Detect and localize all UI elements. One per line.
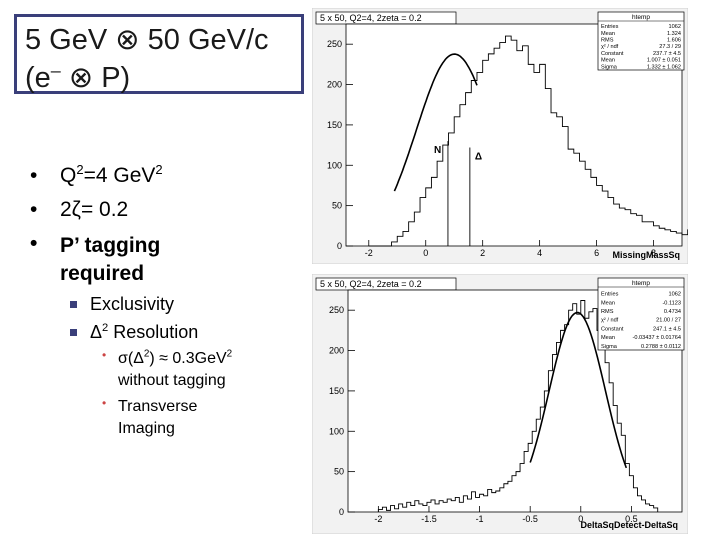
y-tick-label: 50 [334, 467, 344, 477]
stats-value: 27.3 / 29 [659, 44, 681, 50]
y-tick-label: 0 [337, 241, 342, 251]
y-ticks: 0 50 100 150 200 250 [329, 305, 355, 517]
y-tick-label: 100 [329, 426, 344, 436]
x-tick-label: 0.5 [625, 514, 638, 524]
subbullet-square [70, 329, 77, 336]
gauss-fit-curve [393, 53, 478, 192]
stats-title: htemp [632, 14, 650, 21]
bullet-q2: • Q2=4 GeV2 [30, 162, 290, 192]
x-tick-label: -0.5 [522, 514, 538, 524]
stats-title: htemp [632, 280, 650, 287]
y-tick-label: 150 [329, 386, 344, 396]
stats-key: Constant [601, 326, 624, 332]
hist-title: 5 x 50, Q2=4, 2zeta = 0.2 [320, 279, 422, 289]
annotation-n-label: N [434, 145, 441, 156]
stats-box: htemp Entries 1062 Mean 1.324 RMS 1.606 χ² / nd… [597, 11, 685, 71]
subsub-imaging: • Transverse Imaging [102, 396, 302, 442]
stats-value: 247.1 ± 4.5 [653, 326, 681, 332]
stats-key: Mean [601, 31, 615, 37]
stats-value: 1062 [669, 24, 681, 30]
x-ticks: -2 0 2 4 6 8 [365, 240, 656, 258]
y-tick-label: 150 [327, 120, 342, 130]
x-tick-label: -1 [476, 514, 484, 524]
histogram-steps [377, 300, 659, 512]
x-tick-label: 0 [578, 514, 583, 524]
x-tick-label: 6 [594, 248, 599, 258]
stats-frame [597, 11, 685, 71]
x-tick-label: 0 [423, 248, 428, 258]
title-box: 5 GeV ⊗ 50 GeV/c (e– ⊗ P) [14, 14, 304, 94]
stats-key: RMS [601, 309, 614, 315]
subbullet-resolution-text: Δ2 Resolution [90, 322, 199, 342]
stats-box: htemp Entries 1062 Mean -0.1123 RMS 0.4734 χ² /… [597, 277, 685, 351]
stats-value: 0.4734 [664, 309, 681, 315]
x-tick-label: -1.5 [421, 514, 437, 524]
y-tick-label: 250 [327, 39, 342, 49]
subsub-imaging-text: Transverse Imaging [118, 398, 198, 437]
gauss-fit-curve [529, 311, 628, 469]
bullet-tagging-text: P’ tagging required [60, 234, 161, 285]
subbullet-exclusivity-text: Exclusivity [90, 294, 175, 314]
bullet-dot: • [30, 164, 38, 187]
stats-key: Mean [601, 335, 615, 341]
stats-key: Entries [601, 24, 619, 30]
x-tick-label: 2 [480, 248, 485, 258]
title-line-1: 5 GeV ⊗ 50 GeV/c [25, 24, 269, 56]
stats-value: 0.2788 ± 0.0112 [641, 344, 681, 350]
subsub-dot: • [102, 396, 107, 410]
delta-sq-histogram: 5 x 50, Q2=4, 2zeta = 0.2 -2 -1.5 -1 -0.5 0 0… [312, 274, 688, 534]
missing-mass-histogram: 5 x 50, Q2=4, 2zeta = 0.2 -2 0 2 4 6 8 0 50 100… [312, 8, 688, 264]
stats-key: Mean [601, 300, 615, 306]
stats-value: 1.324 [667, 31, 681, 37]
stats-frame [597, 277, 685, 351]
x-tick-label: -2 [374, 514, 382, 524]
x-tick-label: 4 [537, 248, 542, 258]
bullet-q2-text: Q2=4 GeV2 [60, 162, 163, 187]
y-tick-label: 0 [339, 507, 344, 517]
hist-title: 5 x 50, Q2=4, 2zeta = 0.2 [320, 13, 422, 23]
stats-key: χ² / ndf [601, 318, 619, 324]
x-tick-label: 8 [651, 248, 656, 258]
bullet-tagging: • P’ tagging required [30, 232, 290, 290]
stats-key: Constant [601, 51, 624, 57]
y-ticks: 0 50 100 150 200 250 [327, 39, 353, 251]
bullet-dot: • [30, 198, 38, 221]
x-tick-label: -2 [365, 248, 373, 258]
bullet-dot: • [30, 232, 38, 255]
stats-value: 1.606 [667, 37, 681, 43]
stats-value: 21.00 / 27 [656, 318, 681, 324]
stats-value: 1.332 ± 1.062 [647, 64, 681, 70]
y-tick-label: 100 [327, 160, 342, 170]
subsub-sigma-text: σ(Δ2) ≈ 0.3GeV2 without tagging [118, 348, 233, 389]
stats-value: 1062 [669, 292, 681, 298]
stats-key: RMS [601, 37, 614, 43]
x-axis-label: DeltaSqDetect-DeltaSq [580, 520, 678, 530]
subbullet-exclusivity: Exclusivity [70, 294, 300, 318]
x-axis-label: MissingMassSq [612, 250, 680, 260]
stats-value: -0.03437 ± 0.01764 [633, 335, 681, 341]
annotation-delta-label: Δ [475, 152, 482, 163]
y-tick-label: 200 [327, 80, 342, 90]
stats-key: Entries [601, 292, 619, 298]
subsub-sigma: • σ(Δ2) ≈ 0.3GeV2 without tagging [102, 348, 302, 394]
bullet-zeta-text: 2ζ= 0.2 [60, 198, 129, 221]
histogram-steps [368, 35, 688, 247]
subsub-dot: • [102, 348, 107, 362]
y-tick-label: 250 [329, 305, 344, 315]
bullet-zeta: • 2ζ= 0.2 [30, 198, 290, 226]
stats-key: Sigma [601, 64, 618, 70]
stats-value: 237.7 ± 4.5 [653, 51, 681, 57]
y-tick-label: 50 [332, 201, 342, 211]
subbullet-square [70, 301, 77, 308]
title-line-2: (e– ⊗ P) [25, 60, 131, 94]
y-tick-label: 200 [329, 346, 344, 356]
stats-key: Mean [601, 58, 615, 64]
stats-key: χ² / ndf [601, 44, 619, 50]
stats-key: Sigma [601, 344, 618, 350]
subbullet-resolution: Δ2 Resolution [70, 322, 300, 346]
stats-value: -0.1123 [662, 300, 681, 306]
stats-value: 1.007 ± 0.051 [647, 58, 681, 64]
